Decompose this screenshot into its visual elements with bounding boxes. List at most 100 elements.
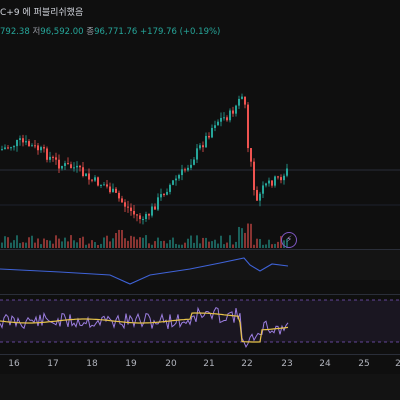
x-tick-label: 22: [241, 359, 253, 369]
chart-header: C+9 에 퍼블리쉬했음 792.38 저96,592.00 종96,771.7…: [0, 0, 400, 38]
volume-bar: [259, 239, 261, 248]
volume-bar: [91, 240, 93, 248]
candle-body: [223, 117, 225, 119]
ohlc-legend: 792.38 저96,592.00 종96,771.76 +179.76 (+0…: [0, 25, 220, 37]
volume-bar: [34, 242, 36, 248]
candle-body: [79, 165, 81, 168]
candle-body: [130, 207, 132, 211]
bottom-toolbar: [0, 374, 400, 400]
volume-bar: [16, 235, 18, 248]
candlestick-series: [1, 93, 288, 225]
volume-bar: [97, 244, 99, 248]
candle-body: [247, 104, 249, 149]
candle-body: [4, 147, 6, 150]
volume-bar: [4, 236, 6, 248]
volume-bar: [265, 244, 267, 248]
volume-bar: [274, 243, 276, 248]
volume-bar: [256, 238, 258, 248]
volume-bar: [166, 243, 168, 248]
volume-bar: [154, 241, 156, 248]
volume-bar: [61, 241, 63, 248]
volume-bar: [67, 241, 69, 248]
candle-body: [85, 173, 87, 177]
volume-bar: [130, 235, 132, 248]
candle-body: [241, 96, 243, 99]
candle-body: [40, 147, 42, 151]
volume-bar: [37, 238, 39, 248]
volume-bar: [142, 237, 144, 248]
candle-body: [283, 175, 285, 181]
candle-body: [133, 210, 135, 215]
candle-body: [46, 148, 48, 160]
candle-body: [115, 188, 117, 193]
candle-body: [214, 125, 216, 128]
lightning-bolt-icon[interactable]: ⚡: [281, 232, 297, 248]
volume-bar: [235, 241, 237, 248]
candle-body: [175, 178, 177, 181]
candle-body: [55, 157, 57, 160]
volume-bar: [79, 238, 81, 248]
volume-bar: [262, 244, 264, 248]
volume-bar: [181, 244, 183, 248]
candle-body: [226, 117, 228, 121]
volume-bar: [76, 242, 78, 248]
candle-body: [118, 192, 120, 199]
x-tick-label: 18: [86, 359, 98, 369]
candle-body: [10, 147, 12, 149]
candle-body: [187, 167, 189, 171]
volume-bar: [214, 239, 216, 248]
volume-bar: [52, 243, 54, 248]
candle-body: [196, 148, 198, 160]
candle-body: [7, 147, 9, 149]
volume-bar: [13, 240, 15, 248]
candle-body: [184, 169, 186, 171]
candle-body: [157, 197, 159, 210]
volume-bar: [193, 242, 195, 248]
candle-body: [58, 159, 60, 169]
volume-bar: [10, 242, 12, 248]
volume-bar: [88, 243, 90, 248]
volume-bar: [70, 235, 72, 248]
candle-body: [1, 149, 3, 151]
volume-bar: [127, 240, 129, 248]
volume-bar: [73, 240, 75, 248]
obv-pane: [0, 250, 400, 280]
volume-bar: [115, 232, 117, 248]
candle-body: [139, 215, 141, 220]
volume-bar: [22, 242, 24, 248]
price-chart[interactable]: [0, 0, 400, 374]
volume-bar: [94, 242, 96, 248]
candle-body: [121, 198, 123, 203]
volume-bar: [190, 235, 192, 248]
candle-body: [193, 159, 195, 165]
volume-bar: [238, 226, 240, 248]
candle-body: [13, 146, 15, 148]
volume-bar: [226, 242, 228, 248]
volume-bar: [253, 244, 255, 248]
candle-body: [268, 180, 270, 184]
candle-body: [286, 168, 288, 176]
x-tick-label: 2: [395, 359, 400, 369]
volume-bar: [151, 244, 153, 248]
candle-body: [19, 138, 21, 140]
volume-bar: [217, 243, 219, 248]
volume-bar: [109, 241, 111, 248]
candle-body: [217, 121, 219, 126]
rsi-ma-line: [0, 312, 289, 343]
volume-bar: [106, 235, 108, 248]
candle-body: [142, 219, 144, 221]
close-label: 종: [86, 27, 95, 37]
candle-body: [259, 193, 261, 201]
volume-bar: [55, 235, 57, 248]
volume-bar: [139, 237, 141, 248]
candle-body: [172, 180, 174, 185]
volume-bar: [40, 244, 42, 248]
volume-bar: [208, 241, 210, 248]
volume-bar: [31, 235, 33, 248]
publish-text: C+9 에 퍼블리쉬했음: [0, 8, 84, 18]
candle-body: [52, 156, 54, 158]
candle-body: [67, 163, 69, 165]
volume-bar: [172, 237, 174, 248]
volume-bar: [25, 242, 27, 248]
volume-bar: [160, 241, 162, 248]
